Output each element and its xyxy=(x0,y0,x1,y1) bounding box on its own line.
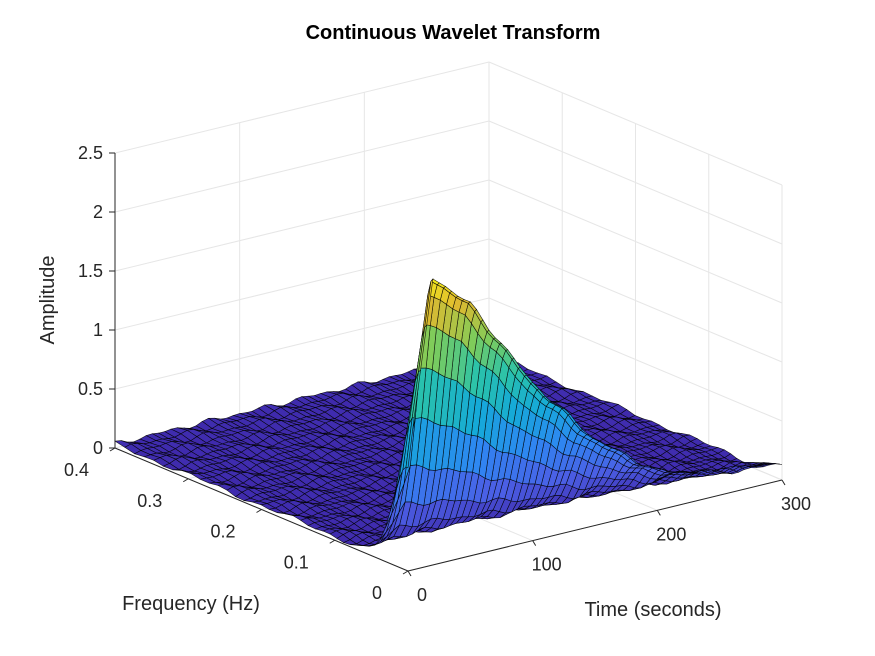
y-tick-label: 0.4 xyxy=(64,460,89,480)
y-tick-label: 0.2 xyxy=(210,522,235,542)
z-tick-label: 0.5 xyxy=(78,379,103,399)
x-tick-label: 300 xyxy=(781,494,811,514)
y-tick-mark xyxy=(256,509,262,513)
z-axis-label: Amplitude xyxy=(37,256,59,345)
y-tick-mark xyxy=(329,539,336,544)
z-tick-label: 1.5 xyxy=(78,261,103,281)
surface-patch xyxy=(405,417,415,469)
y-tick-label: 0.1 xyxy=(284,552,309,572)
surface-layer xyxy=(114,278,783,547)
x-tick-label: 200 xyxy=(656,524,686,544)
x-axis-label: Time (seconds) xyxy=(584,599,721,621)
y-tick-label: 0 xyxy=(372,583,382,603)
x-tick-label: 100 xyxy=(532,555,562,575)
x-axis-line xyxy=(407,479,783,572)
y-tick-mark xyxy=(182,478,189,483)
x-tick-mark xyxy=(532,540,537,546)
y-tick-mark xyxy=(402,570,409,575)
sidewall-grid-z-2 xyxy=(488,238,783,363)
sidewall-grid-z-5 xyxy=(488,61,783,186)
x-tick-mark xyxy=(407,570,412,577)
backwall-grid-z-5 xyxy=(114,61,490,154)
x-tick-mark xyxy=(656,510,661,516)
sidewall-grid-z-3 xyxy=(488,179,783,304)
backwall-grid-z-4 xyxy=(114,120,490,213)
x-tick-label: 0 xyxy=(417,585,427,605)
z-tick-label: 0 xyxy=(93,438,103,458)
z-tick-label: 2.5 xyxy=(78,143,103,163)
chart-title: Continuous Wavelet Transform xyxy=(306,22,601,44)
z-tick-label: 2 xyxy=(93,202,103,222)
backwall-grid-z-2 xyxy=(114,238,490,331)
y-tick-label: 0.3 xyxy=(137,491,162,511)
y-axis-label: Frequency (Hz) xyxy=(122,593,260,615)
z-tick-label: 1 xyxy=(93,320,103,340)
sidewall-grid-z-4 xyxy=(488,120,783,245)
sidewall-grid-z-1 xyxy=(488,297,783,422)
backwall-grid-z-3 xyxy=(114,179,490,272)
x-tick-mark xyxy=(781,479,786,486)
